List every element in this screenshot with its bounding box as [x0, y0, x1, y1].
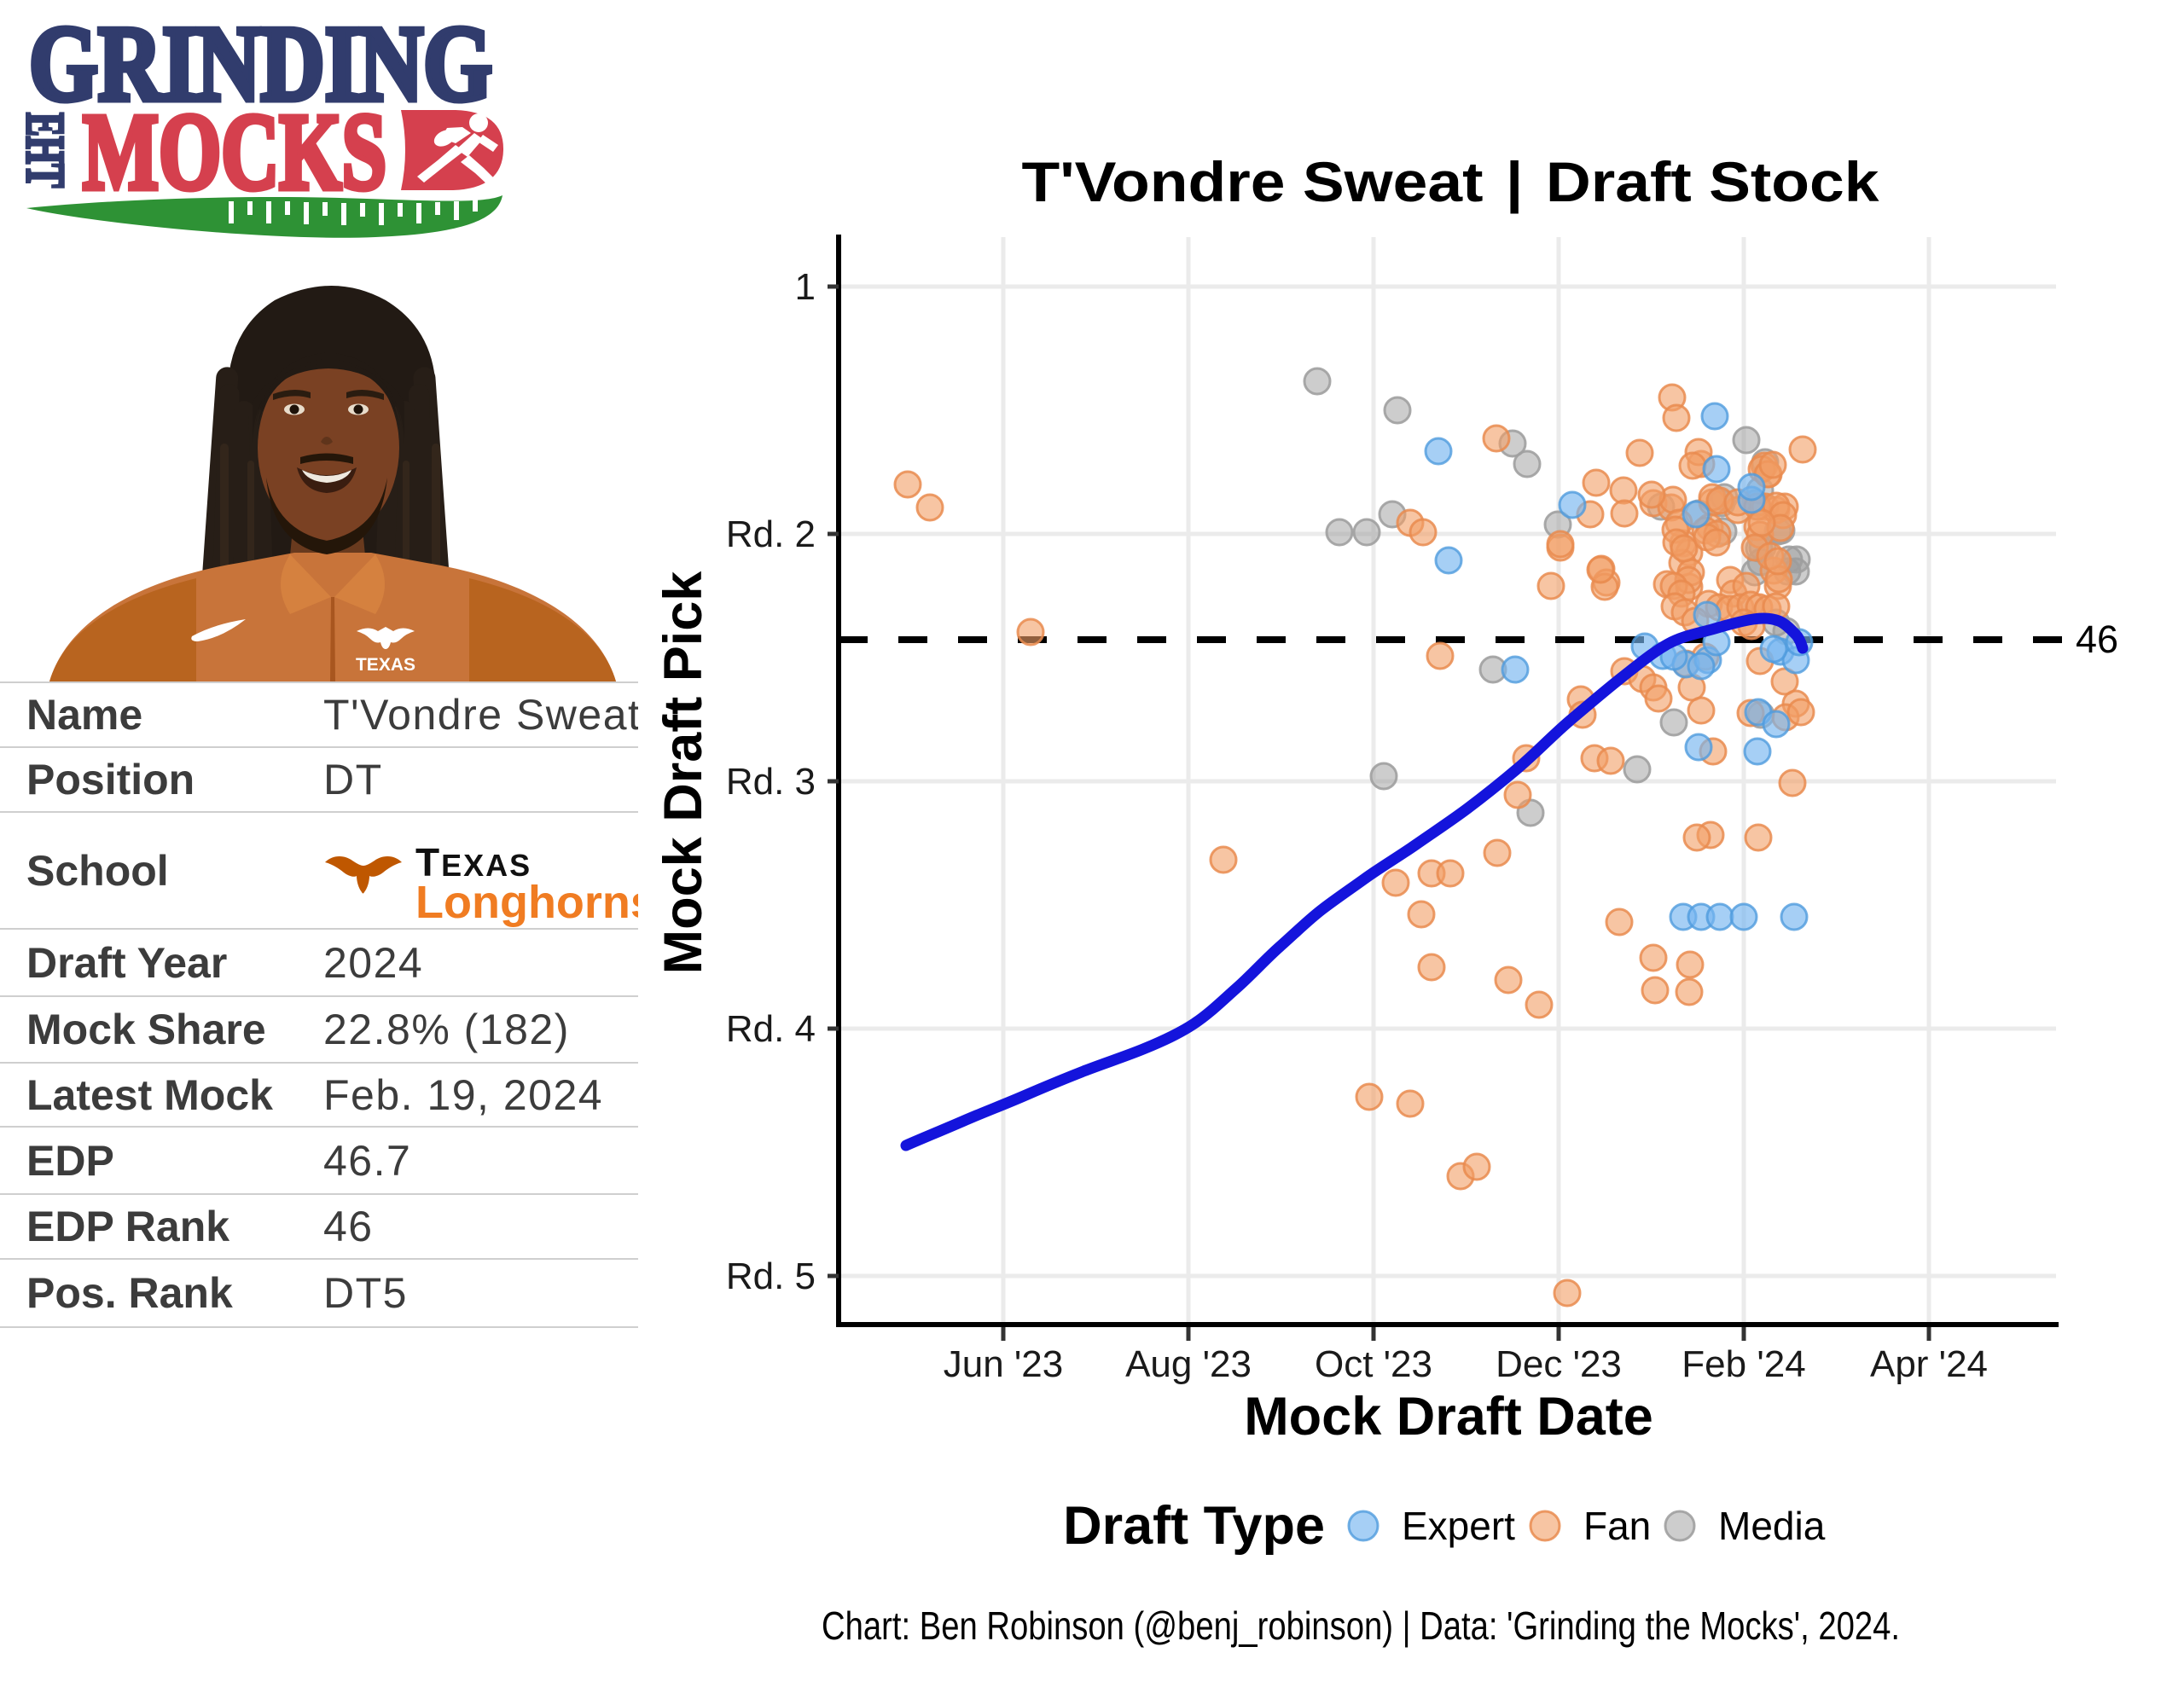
svg-text:Rd. 4: Rd. 4	[726, 1008, 816, 1050]
svg-text:GRINDING: GRINDING	[29, 5, 492, 124]
svg-text:Jun '23: Jun '23	[944, 1343, 1064, 1385]
svg-text:TEXAS: TEXAS	[356, 655, 415, 675]
svg-text:MOCKS: MOCKS	[83, 91, 386, 212]
svg-text:Apr '24: Apr '24	[1870, 1343, 1988, 1385]
svg-text:Rd. 5: Rd. 5	[726, 1255, 816, 1297]
svg-text:Mock Draft Date: Mock Draft Date	[1244, 1387, 1653, 1447]
svg-text:Draft Type: Draft Type	[1063, 1496, 1325, 1556]
svg-text:1: 1	[795, 266, 816, 308]
svg-text:Feb '24: Feb '24	[1682, 1343, 1805, 1385]
svg-text:Dec '23: Dec '23	[1496, 1343, 1622, 1385]
svg-text:Fan: Fan	[1583, 1504, 1651, 1548]
svg-text:Oct '23: Oct '23	[1315, 1343, 1432, 1385]
svg-text:Mock Draft Pick: Mock Draft Pick	[653, 571, 713, 975]
svg-text:46: 46	[2076, 618, 2118, 661]
svg-text:T'Vondre Sweat | Draft Stock: T'Vondre Sweat | Draft Stock	[1022, 150, 1879, 215]
svg-text:EHT: EHT	[15, 113, 76, 188]
svg-text:Aug '23: Aug '23	[1125, 1343, 1252, 1385]
svg-text:Expert: Expert	[1402, 1504, 1515, 1548]
svg-text:Media: Media	[1718, 1504, 1826, 1548]
svg-text:Rd. 3: Rd. 3	[726, 761, 816, 803]
svg-text:Rd. 2: Rd. 2	[726, 513, 816, 555]
svg-text:Chart: Ben Robinson (@benj_rob: Chart: Ben Robinson (@benj_robinson) | D…	[822, 1603, 1900, 1648]
